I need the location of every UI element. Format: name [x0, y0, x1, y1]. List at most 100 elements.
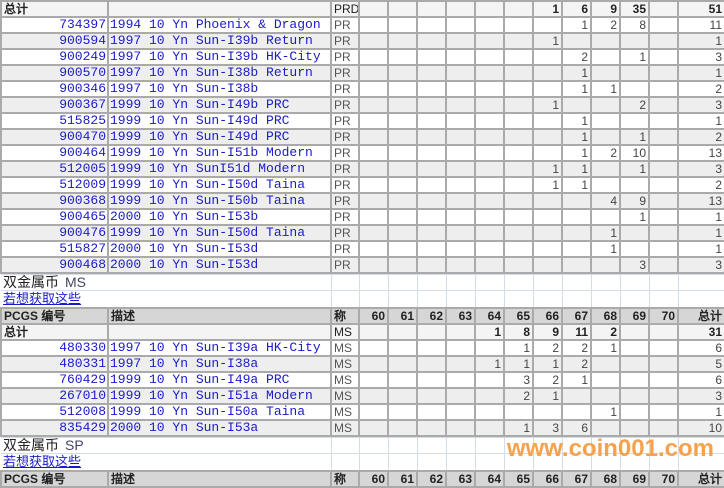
- pcgs-number-link[interactable]: 900594: [0, 32, 109, 50]
- ms-population-table: 双金属币 MS 若想获取这些 PCGS 编号 描述称 60 61 62 63 64 65 66 67…: [0, 274, 724, 437]
- row-total: 1: [677, 64, 724, 82]
- get-these-link[interactable]: 若想获取这些: [3, 454, 82, 469]
- table-row: 515825 1999 10 Yn Sun-I49d PRC PR 1 1: [0, 112, 724, 130]
- grade-count-67: [561, 224, 592, 242]
- grade-count-66: [532, 403, 563, 421]
- pcgs-number-link[interactable]: 900367: [0, 96, 109, 114]
- grade-count-68: [590, 48, 621, 66]
- grade-count-66: [532, 80, 563, 98]
- description-link[interactable]: 2000 10 Yn Sun-I53b: [107, 208, 332, 226]
- pcgs-number-link[interactable]: 515825: [0, 112, 109, 130]
- description-link[interactable]: 1999 10 Yn Sun-I50a Taina: [107, 403, 332, 421]
- grade-count-66: 1: [532, 387, 563, 405]
- grade-count-61: [387, 32, 418, 50]
- pcgs-number-link[interactable]: 900346: [0, 80, 109, 98]
- grade-count-66: [532, 224, 563, 242]
- grade-count-66: [532, 256, 563, 274]
- grade-count-63: [445, 240, 476, 258]
- grade-count-69: [619, 112, 650, 130]
- description-link[interactable]: 1999 10 Yn Sun-I50b Taina: [107, 192, 332, 210]
- pcgs-number-link[interactable]: 734397: [0, 16, 109, 34]
- pcgs-number-link[interactable]: 512005: [0, 160, 109, 178]
- grade-count-66: 1: [532, 160, 563, 178]
- description-link[interactable]: 2000 10 Yn Sun-I53d: [107, 240, 332, 258]
- pcgs-number-link[interactable]: 267010: [0, 387, 109, 405]
- pcgs-number-link[interactable]: 900249: [0, 48, 109, 66]
- header-description: 描述: [107, 307, 332, 325]
- row-total: 1: [677, 224, 724, 242]
- table-row: 512008 1999 10 Yn Sun-I50a Taina MS 1 1: [0, 403, 724, 421]
- grade-count-67: 1: [561, 80, 592, 98]
- grade-count-60: [358, 192, 389, 210]
- grade-count-69: [619, 403, 650, 421]
- grade-count-70: [648, 16, 679, 34]
- column-header-row: PCGS 编号 描述称 60 61 62 63 64 65 66 67 68 69 70 总计: [0, 307, 724, 325]
- header-grade-63: 63: [445, 307, 476, 325]
- grade-count-61: [387, 48, 418, 66]
- row-total: 11: [677, 16, 724, 34]
- grade-count-70: [648, 64, 679, 82]
- grade-count-62: [416, 16, 447, 34]
- description-link[interactable]: 1999 10 Yn Sun-I49b PRC: [107, 96, 332, 114]
- grade-count-70: [648, 32, 679, 50]
- pcgs-number-link[interactable]: 760429: [0, 371, 109, 389]
- description-link[interactable]: 1999 10 Yn Sun-I51a Modern: [107, 387, 332, 405]
- grade-count-62: [416, 80, 447, 98]
- description-link[interactable]: 1997 10 Yn Sun-I39b HK-City: [107, 48, 332, 66]
- site-watermark: www.coin001.com: [506, 435, 714, 462]
- description-link[interactable]: 1997 10 Yn Sun-I39b Return: [107, 32, 332, 50]
- description-link[interactable]: 1999 10 Yn Sun-I50d Taina: [107, 176, 332, 194]
- description-link[interactable]: 1999 10 Yn Sun-I49d PRC: [107, 112, 332, 130]
- description-link[interactable]: 1999 10 Yn Sun-I51b Modern: [107, 144, 332, 162]
- grade-count-68: [590, 256, 621, 274]
- description-link[interactable]: 1999 10 Yn Sun-I49d PRC: [107, 128, 332, 146]
- grade-count-64: [474, 387, 505, 405]
- description-link[interactable]: 2000 10 Yn Sun-I53a: [107, 419, 332, 437]
- grade-count-62: [416, 387, 447, 405]
- table-row: 900468 2000 10 Yn Sun-I53d PR 3 3: [0, 256, 724, 274]
- totals-total: 31: [677, 323, 724, 341]
- pcgs-number-link[interactable]: 515827: [0, 240, 109, 258]
- totals-grade-62: [416, 323, 447, 341]
- pcgs-number-link[interactable]: 900468: [0, 256, 109, 274]
- description-link[interactable]: 1997 10 Yn Sun-I39a HK-City: [107, 339, 332, 357]
- description-link[interactable]: 2000 10 Yn Sun-I53d: [107, 256, 332, 274]
- totals-grade-68: 9: [590, 0, 621, 18]
- pcgs-number-link[interactable]: 900570: [0, 64, 109, 82]
- pcgs-number-link[interactable]: 900476: [0, 224, 109, 242]
- grade-count-63: [445, 16, 476, 34]
- description-link[interactable]: 1999 10 Yn SunI51d Modern: [107, 160, 332, 178]
- description-link[interactable]: 1997 10 Yn Sun-I38b: [107, 80, 332, 98]
- grade-count-69: [619, 32, 650, 50]
- description-link[interactable]: 1997 10 Yn Sun-I38b Return: [107, 64, 332, 82]
- grade-count-63: [445, 32, 476, 50]
- pcgs-number-link[interactable]: 900464: [0, 144, 109, 162]
- grade-count-60: [358, 80, 389, 98]
- grade-count-62: [416, 403, 447, 421]
- pcgs-number-link[interactable]: 900368: [0, 192, 109, 210]
- header-grade-70: 70: [648, 307, 679, 325]
- totals-total: 51: [677, 0, 724, 18]
- pcgs-number-link[interactable]: 900470: [0, 128, 109, 146]
- get-these-link[interactable]: 若想获取这些: [3, 291, 82, 306]
- pcgs-number-link[interactable]: 512009: [0, 176, 109, 194]
- grade-count-64: [474, 208, 505, 226]
- description-link[interactable]: 1997 10 Yn Sun-I38a: [107, 355, 332, 373]
- description-link[interactable]: 1999 10 Yn Sun-I50d Taina: [107, 224, 332, 242]
- pcgs-number-link[interactable]: 835429: [0, 419, 109, 437]
- grade-count-69: [619, 339, 650, 357]
- pcgs-number-link[interactable]: 480330: [0, 339, 109, 357]
- grade-count-67: [561, 256, 592, 274]
- description-link[interactable]: 1999 10 Yn Sun-I49a PRC: [107, 371, 332, 389]
- description-link[interactable]: 1994 10 Yn Phoenix & Dragon: [107, 16, 332, 34]
- grade-count-68: 4: [590, 192, 621, 210]
- pcgs-number-link[interactable]: 512008: [0, 403, 109, 421]
- grade-count-64: [474, 64, 505, 82]
- table-row: 900346 1997 10 Yn Sun-I38b PR 1 1 2: [0, 80, 724, 98]
- pcgs-number-link[interactable]: 900465: [0, 208, 109, 226]
- grade-count-66: [532, 64, 563, 82]
- grade-count-63: [445, 112, 476, 130]
- grade-count-63: [445, 64, 476, 82]
- pcgs-number-link[interactable]: 480331: [0, 355, 109, 373]
- grade-count-65: [503, 403, 534, 421]
